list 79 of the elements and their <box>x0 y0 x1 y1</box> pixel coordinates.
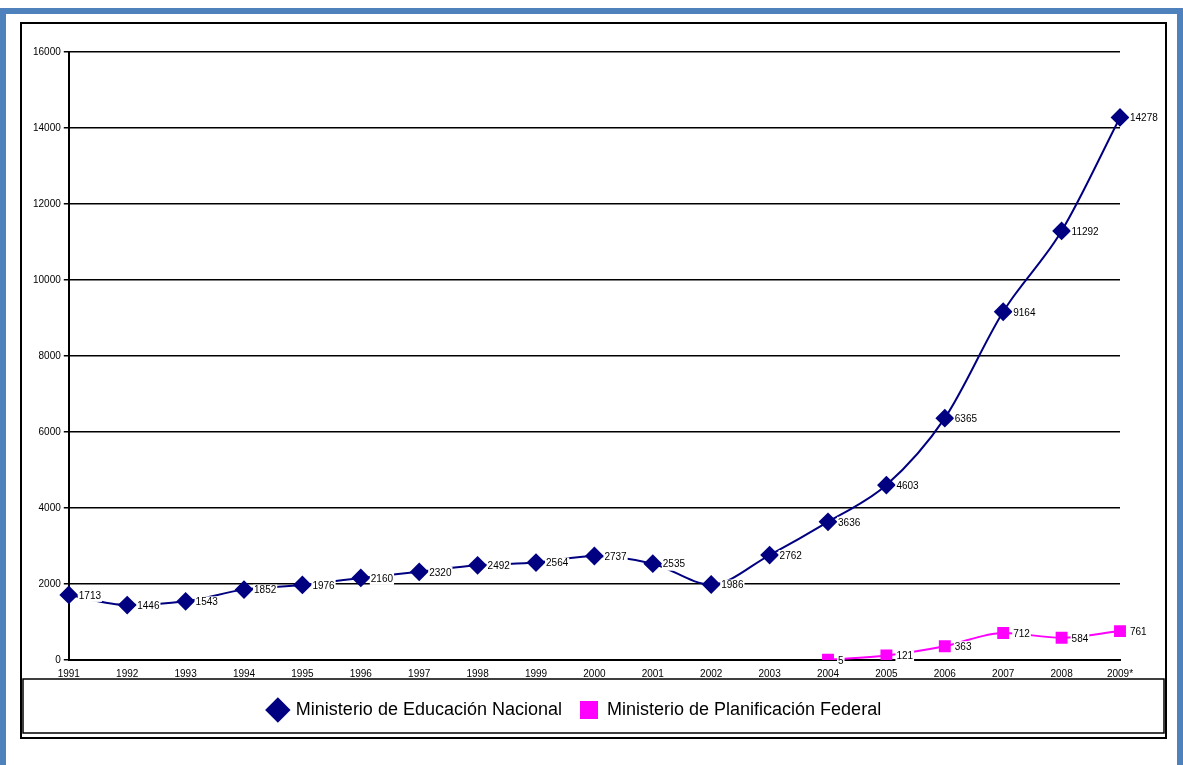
x-tick-label: 1992 <box>116 667 139 679</box>
y-tick-label: 0 <box>55 653 62 665</box>
point <box>1114 625 1126 638</box>
y-tick-label: 2000 <box>38 577 62 589</box>
data-label: 2564 <box>546 557 569 569</box>
point <box>1111 108 1129 127</box>
point <box>760 546 779 565</box>
data-label: 2492 <box>487 560 511 572</box>
x-tick-label: 2009* <box>1106 667 1134 679</box>
point <box>176 592 195 611</box>
point <box>935 409 954 428</box>
data-label: 121 <box>896 650 914 662</box>
x-tick-label: 2006 <box>933 667 957 679</box>
point <box>468 556 487 575</box>
legend-label: Ministerio de Educación Nacional <box>295 698 563 719</box>
data-label: 761 <box>1130 625 1148 637</box>
data-label: 584 <box>1071 632 1089 644</box>
x-tick-label: 1994 <box>232 667 256 679</box>
x-tick-label: 1995 <box>291 667 314 679</box>
data-label: 5 <box>838 654 844 666</box>
point <box>994 302 1013 321</box>
data-label: 1976 <box>312 579 336 591</box>
y-tick-label: 16000 <box>33 45 62 57</box>
y-tick-label: 14000 <box>33 121 62 133</box>
x-tick-label: 2008 <box>1050 667 1074 679</box>
x-tick-label: 1997 <box>408 667 431 679</box>
y-tick-label: 8000 <box>38 349 62 361</box>
data-label: 9164 <box>1013 306 1036 318</box>
point <box>527 553 545 572</box>
data-label: 2160 <box>370 572 394 584</box>
x-tick-label: 2001 <box>641 667 665 679</box>
x-tick-label: 1998 <box>466 667 490 679</box>
point <box>118 596 137 615</box>
x-tick-label: 1996 <box>349 667 373 679</box>
data-label: 4603 <box>896 479 920 491</box>
data-label: 1986 <box>721 579 744 591</box>
point <box>235 580 254 599</box>
point <box>1055 631 1068 644</box>
point <box>877 476 896 495</box>
x-tick-label: 2005 <box>875 667 898 679</box>
data-label: 3636 <box>838 516 861 528</box>
point <box>410 562 429 581</box>
point <box>880 649 893 660</box>
data-label: 712 <box>1013 627 1031 639</box>
x-tick-label: 1999 <box>524 667 548 679</box>
y-tick-label: 4000 <box>38 501 62 513</box>
point <box>819 512 837 531</box>
point <box>585 546 604 565</box>
data-label: 1543 <box>195 596 219 608</box>
data-label: 1446 <box>137 599 160 611</box>
point <box>59 585 78 604</box>
data-label: 14278 <box>1130 112 1159 124</box>
point <box>1052 221 1071 240</box>
legend-label: Ministerio de Planificación Federal <box>607 698 882 719</box>
x-tick-label: 2000 <box>583 667 606 679</box>
data-label: 2737 <box>604 550 628 562</box>
point <box>351 568 370 587</box>
y-tick-label: 6000 <box>38 425 62 437</box>
x-tick-label: 2002 <box>700 667 723 679</box>
x-tick-label: 2007 <box>992 667 1015 679</box>
data-label: 1713 <box>78 589 102 601</box>
point <box>293 575 312 594</box>
point <box>938 640 951 653</box>
data-label: 11292 <box>1071 225 1100 237</box>
point <box>997 626 1010 639</box>
data-label: 2762 <box>779 549 803 561</box>
data-label: 363 <box>954 640 972 652</box>
y-tick-label: 12000 <box>33 197 62 209</box>
data-label: 2535 <box>662 558 686 570</box>
x-tick-label: 2003 <box>758 667 782 679</box>
y-tick-label: 10000 <box>33 273 62 285</box>
data-label: 6365 <box>954 412 978 424</box>
point <box>702 575 721 594</box>
data-label: 1852 <box>254 584 277 596</box>
data-label: 2320 <box>429 566 452 578</box>
x-tick-label: 2004 <box>816 667 840 679</box>
x-tick-label: 1991 <box>57 667 81 679</box>
point <box>643 554 662 573</box>
x-tick-label: 1993 <box>174 667 198 679</box>
